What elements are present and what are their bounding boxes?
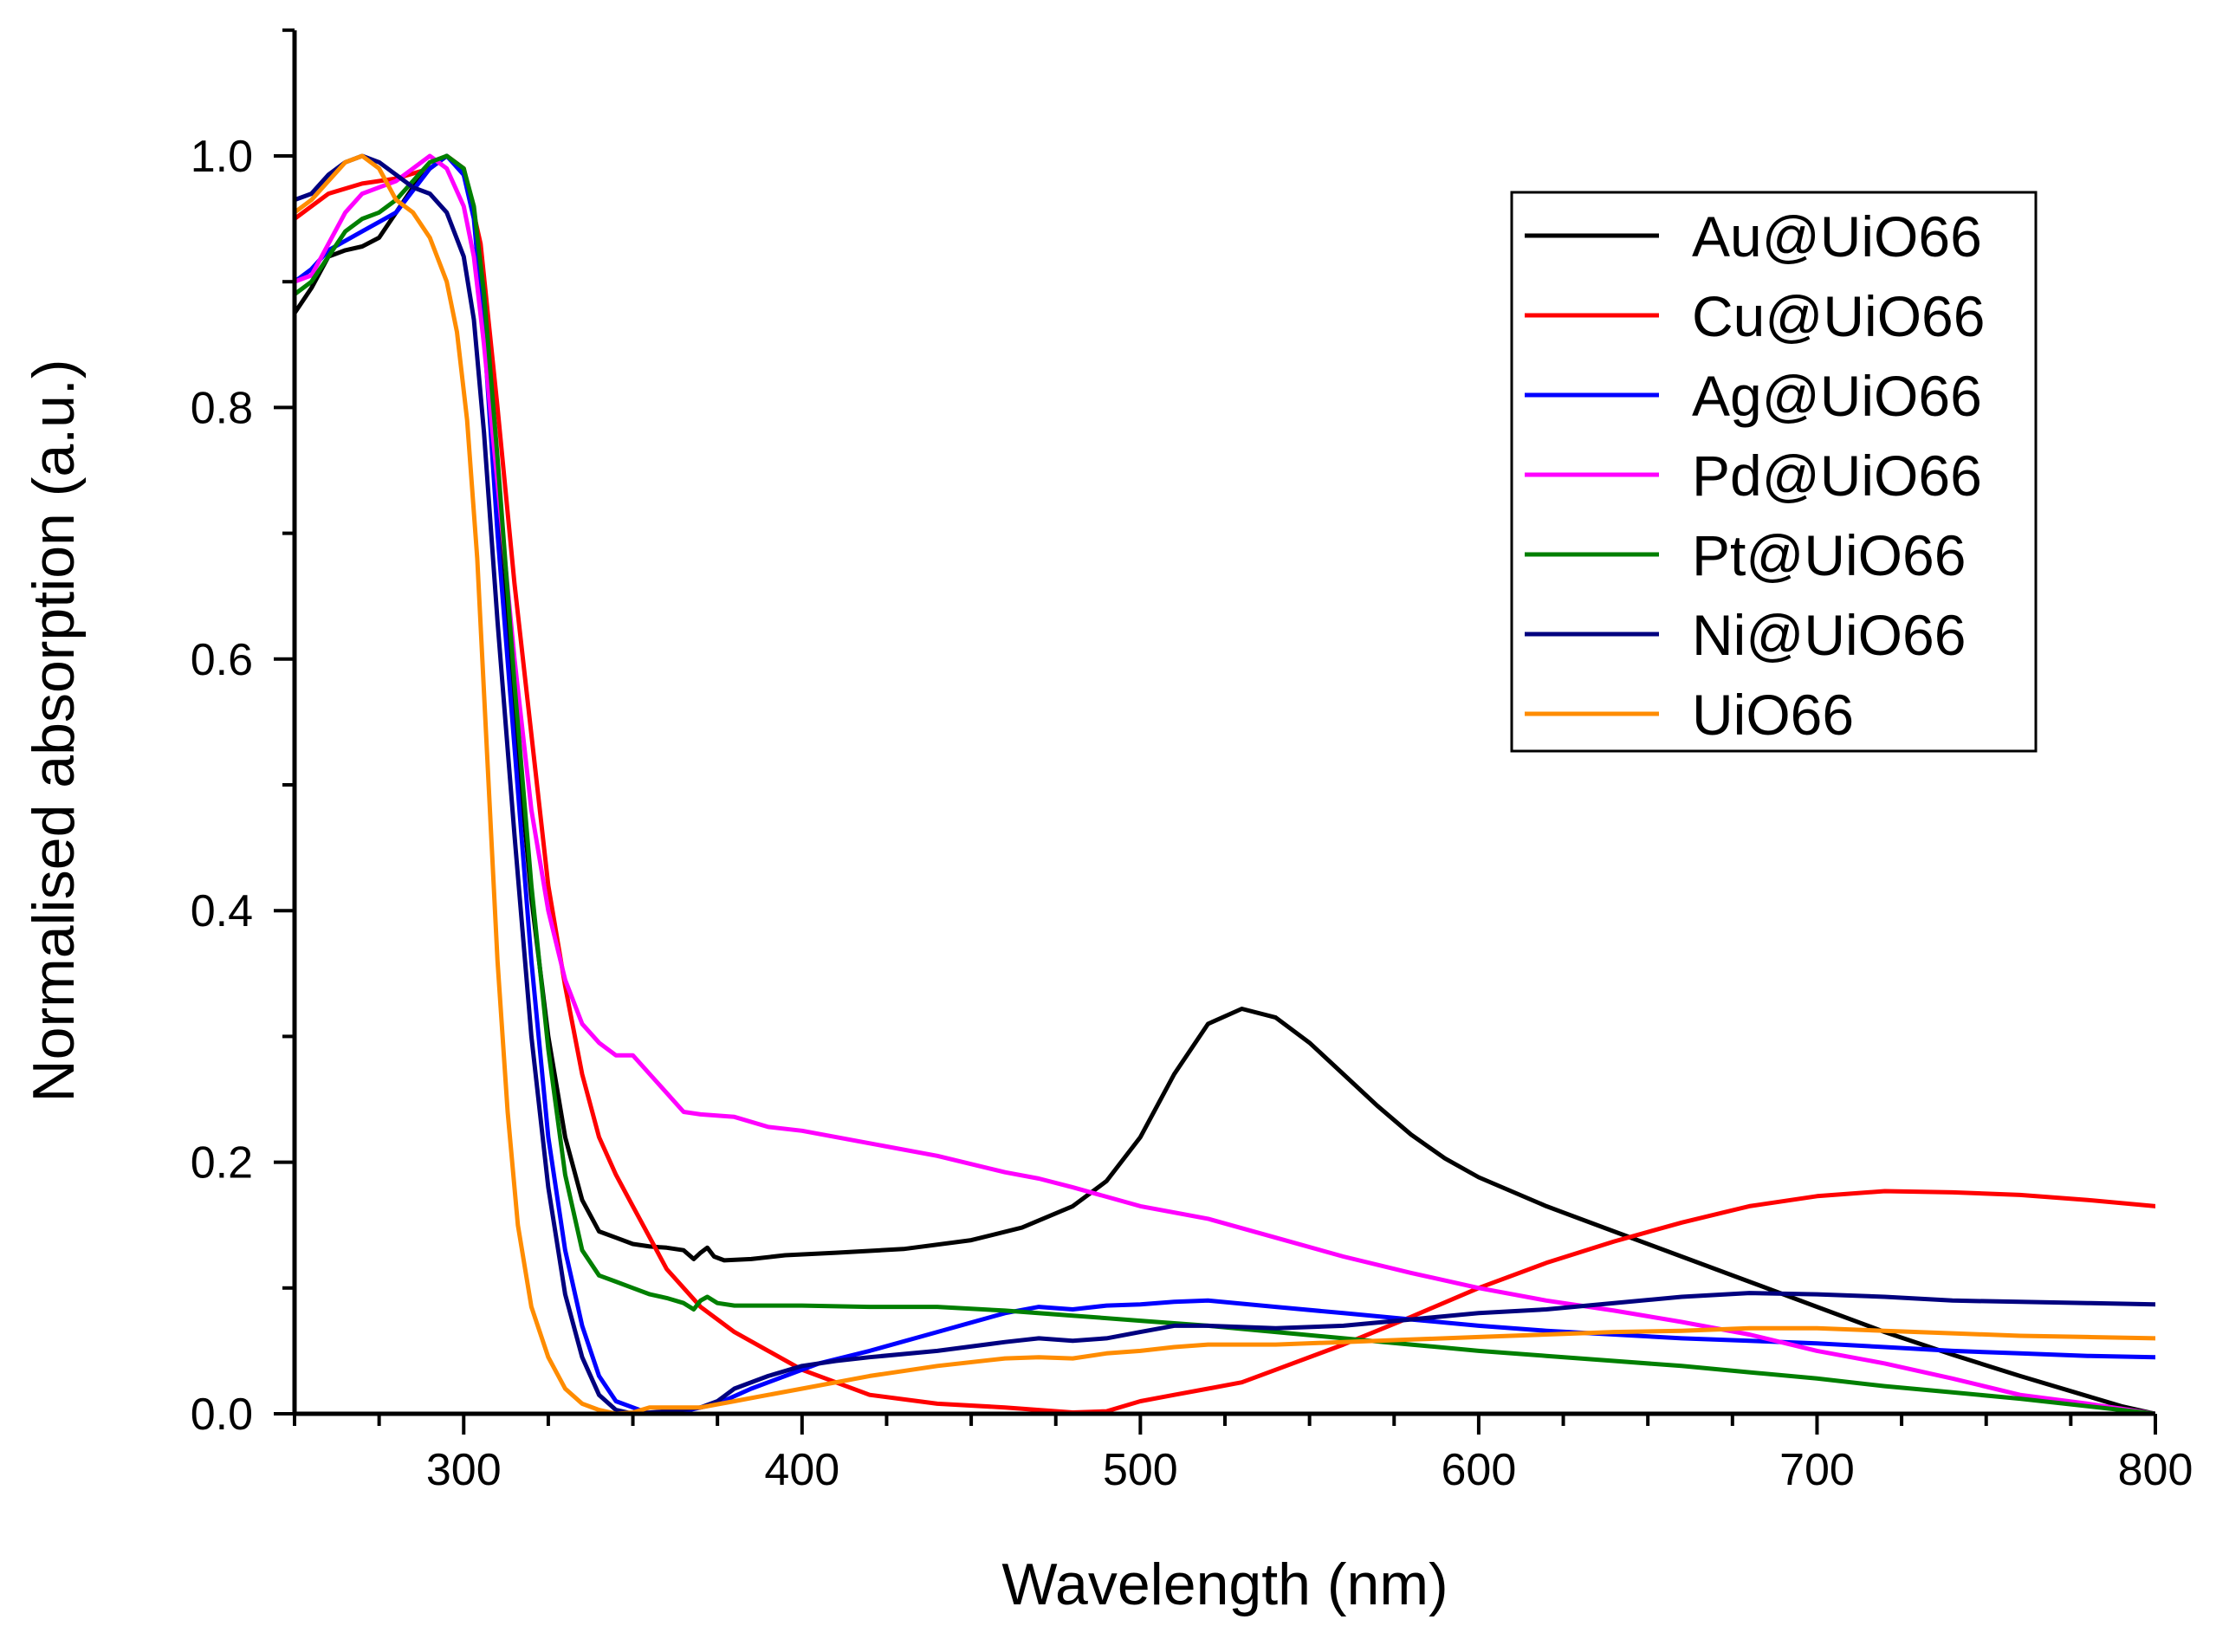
x-tick-label: 600 xyxy=(1442,1445,1517,1495)
y-tick-label: 0.0 xyxy=(191,1390,253,1440)
series-layer xyxy=(295,153,2155,1414)
x-tick-label: 300 xyxy=(426,1445,502,1495)
y-tick-label: 0.2 xyxy=(191,1138,253,1189)
series-line-uio66 xyxy=(295,153,2155,1414)
y-tick-label: 1.0 xyxy=(191,132,253,182)
x-tick-label: 700 xyxy=(1779,1445,1855,1495)
y-axis-title: Normalised absorption (a.u.) xyxy=(21,360,87,1103)
legend-label: UiO66 xyxy=(1692,683,1854,747)
series-line-ni-uio66 xyxy=(295,153,2155,1414)
legend-label: Pt@UiO66 xyxy=(1692,523,1966,587)
series-line-pt-uio66 xyxy=(295,153,2155,1414)
legend-label: Ag@UiO66 xyxy=(1692,364,1982,428)
x-axis-title: Wavelength (nm) xyxy=(1001,1552,1448,1617)
legend-label: Au@UiO66 xyxy=(1692,204,1982,269)
legend-box xyxy=(1510,191,2038,753)
y-tick-label: 0.4 xyxy=(191,886,253,936)
series-line-pd-uio66 xyxy=(295,153,2155,1414)
y-tick-label: 0.8 xyxy=(191,383,253,433)
legend: Au@UiO66 Cu@UiO66 Ag@UiO66 Pd@UiO66 Pt@UiO66… xyxy=(1510,191,2038,753)
legend-label: Ni@UiO66 xyxy=(1692,603,1966,667)
x-tick-label: 500 xyxy=(1103,1445,1178,1495)
x-tick-label: 400 xyxy=(764,1445,839,1495)
legend-label: Pd@UiO66 xyxy=(1692,444,1982,508)
y-tick-label: 0.6 xyxy=(191,635,253,685)
legend-label: Cu@UiO66 xyxy=(1692,284,1985,348)
axes-layer: 300 400 500 600 700 800 0.0 0.2 0.4 0.6 0.8 1.0 Wave… xyxy=(21,28,2193,1617)
x-tick-label: 800 xyxy=(2118,1445,2193,1495)
series-line-ag-uio66 xyxy=(295,153,2155,1414)
